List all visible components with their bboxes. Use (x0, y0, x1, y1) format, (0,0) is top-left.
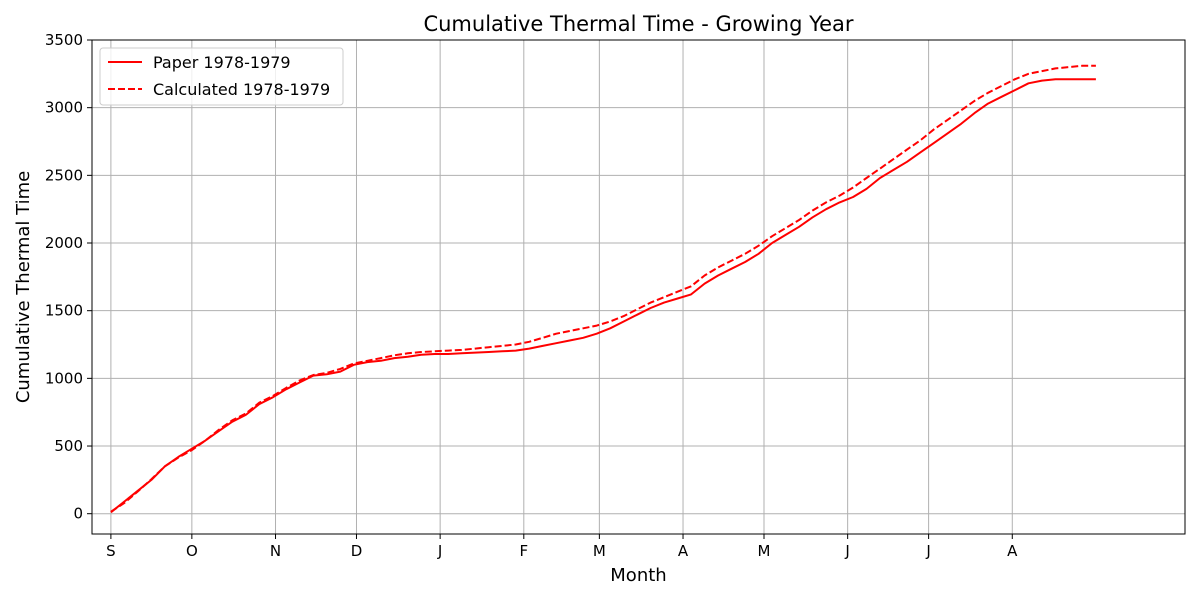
axis-ticks: 0 500 1000 1500 2000 2500 3000 3500 S O N D J F M A M J J A (45, 31, 1018, 560)
chart-title: Cumulative Thermal Time - Growing Year (423, 12, 853, 36)
y-tick-label: 2500 (45, 166, 83, 184)
series-line-paper (110, 78, 1096, 514)
series-line-calculated (110, 64, 1096, 513)
plot-frame (91, 39, 1186, 535)
legend: Paper 1978-1979 Calculated 1978-1979 (99, 47, 344, 106)
series-lines (110, 64, 1096, 514)
x-tick-label: A (1007, 542, 1018, 560)
y-tick-label: 2000 (45, 234, 83, 252)
legend-label-paper: Paper 1978-1979 (153, 53, 291, 72)
x-tick-label: M (758, 542, 771, 560)
x-tick-label: O (186, 542, 198, 560)
x-tick-label: J (844, 542, 849, 560)
x-tick-label: D (351, 542, 363, 560)
y-axis-title: Cumulative Thermal Time (13, 171, 34, 403)
x-tick-label: J (437, 542, 442, 560)
y-tick-label: 0 (73, 505, 83, 523)
y-tick-label: 1500 (45, 302, 83, 320)
y-tick-label: 1000 (45, 369, 83, 387)
x-axis-title: Month (610, 565, 666, 586)
x-tick-label: S (106, 542, 116, 560)
y-tick-label: 500 (54, 437, 83, 455)
x-tick-label: N (270, 542, 281, 560)
x-tick-label: M (593, 542, 606, 560)
y-tick-label: 3000 (45, 99, 83, 117)
x-tick-label: F (519, 542, 528, 560)
legend-label-calculated: Calculated 1978-1979 (153, 80, 330, 99)
x-tick-label: J (925, 542, 930, 560)
y-tick-label: 3500 (45, 31, 83, 49)
legend-box (99, 47, 344, 106)
x-tick-label: A (678, 542, 689, 560)
